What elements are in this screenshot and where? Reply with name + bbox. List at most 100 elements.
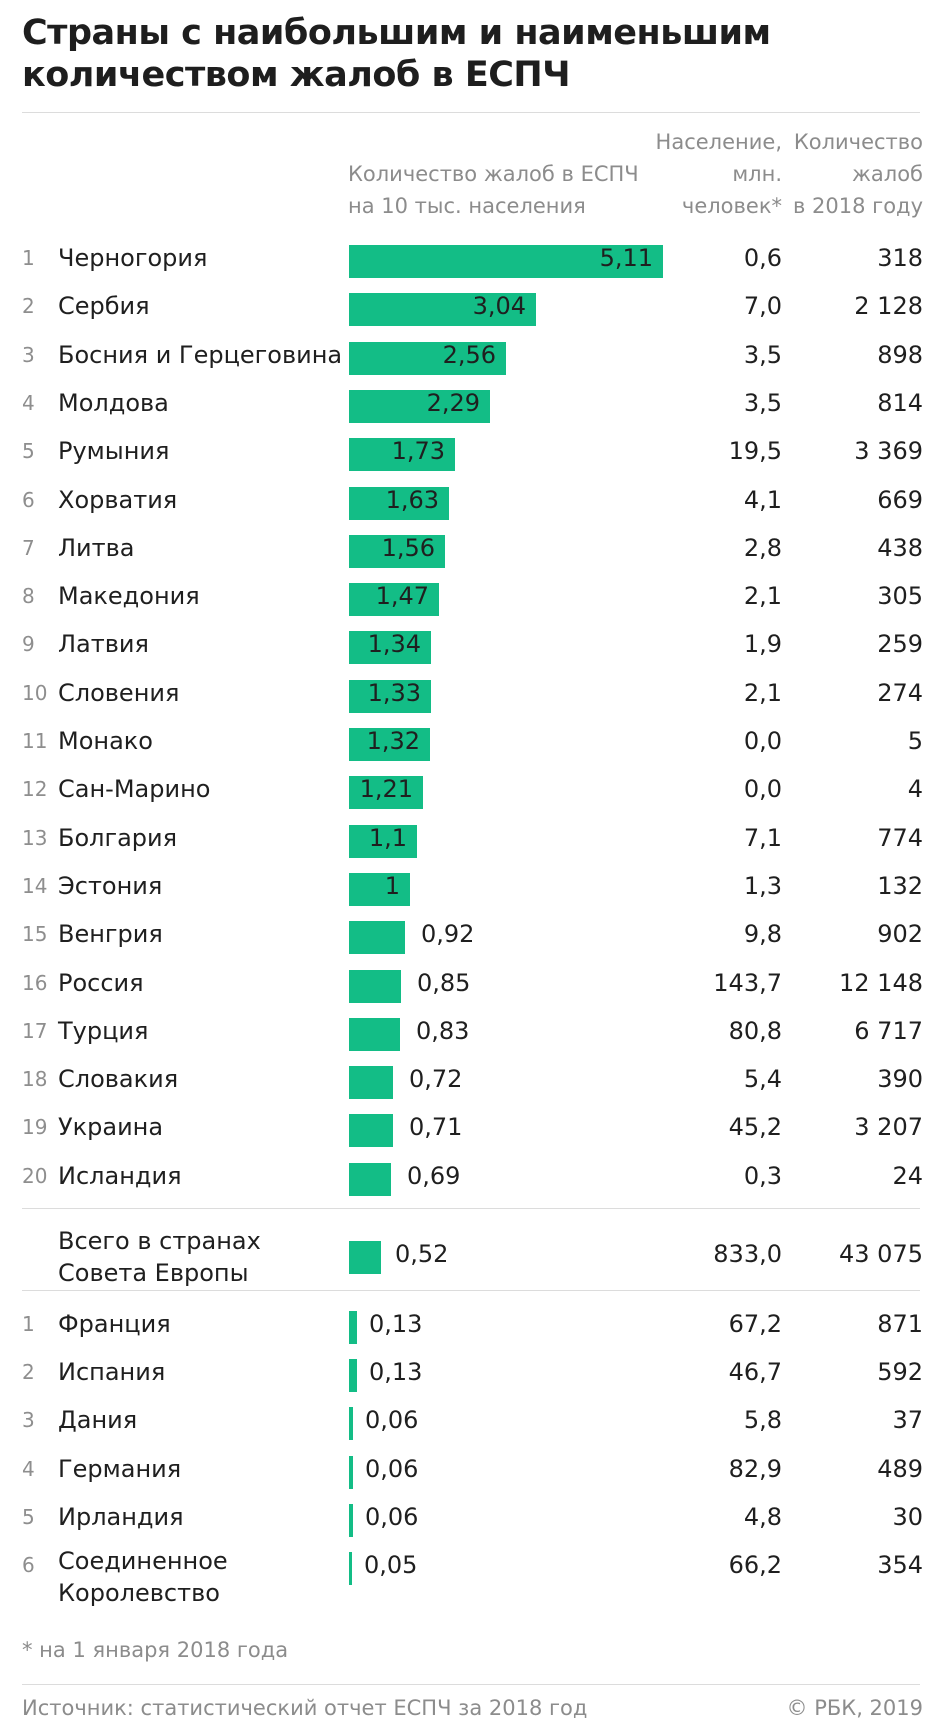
complaints-value: 12 148: [839, 968, 923, 997]
bar-label: 0,92: [421, 920, 475, 949]
rank-number: 3: [22, 342, 35, 367]
rank-number: 1: [22, 1312, 35, 1336]
table-row: 17 Турция 0,83 80,8 6 717: [0, 1011, 945, 1059]
country-name: Македония: [58, 582, 200, 611]
table-row: 2 Испания 0,13 46,7 592: [0, 1352, 945, 1400]
bar-top-15: [349, 921, 405, 955]
rate-header-line-1: Количество жалоб в ЕСПЧ: [348, 162, 639, 186]
country-name: Эстония: [58, 871, 163, 900]
population-value: 80,8: [728, 1016, 782, 1045]
table-row: 1 Черногория 5,11 0,6 318: [0, 238, 945, 286]
bar-top-8: [349, 583, 439, 617]
total-row: Всего в странах Совета Европы 0,52 833,0…: [0, 1224, 945, 1290]
table-row: 6 Хорватия 1,63 4,1 669: [0, 480, 945, 528]
population-value: 1,9: [743, 630, 782, 659]
pop-header-line-3: человек*: [681, 194, 782, 218]
complaints-value: 3 207: [854, 1113, 923, 1142]
country-name: Соединенное Королевство: [58, 1545, 228, 1609]
population-value: 2,1: [743, 582, 782, 611]
country-name-line-1: Соединенное: [58, 1547, 228, 1575]
rank-number: 18: [22, 1067, 48, 1092]
cmp-header-line-3: в 2018 году: [793, 194, 923, 218]
complaints-value: 898: [877, 340, 923, 369]
population-column-header: Население, млн. человек*: [656, 126, 782, 222]
rank-number: 2: [22, 1360, 35, 1385]
complaints-value: 871: [877, 1310, 923, 1338]
complaints-value: 390: [877, 1065, 923, 1094]
bar-label: 3,04: [472, 292, 526, 321]
complaints-value: 669: [877, 485, 923, 514]
bar-label: 0,06: [365, 1454, 419, 1483]
rank-number: 9: [22, 632, 35, 657]
title-line-2: количеством жалоб в ЕСПЧ: [22, 55, 571, 95]
bar-label: 0,83: [416, 1016, 470, 1045]
rank-number: 15: [22, 922, 48, 947]
rank-number: 16: [22, 970, 48, 995]
rank-number: 5: [22, 1504, 35, 1529]
population-value: 5,8: [743, 1406, 782, 1435]
bar-bottom-1: [349, 1311, 357, 1344]
bar-label: 1,56: [381, 533, 435, 562]
population-value: 2,1: [743, 678, 782, 707]
table-row: 16 Россия 0,85 143,7 12 148: [0, 963, 945, 1011]
complaints-value: 814: [877, 388, 923, 417]
pop-header-line-1: Население,: [655, 130, 782, 154]
bar-bottom-2: [349, 1359, 357, 1393]
table-row: 10 Словения 1,33 2,1 274: [0, 673, 945, 721]
country-name: Дания: [58, 1406, 138, 1435]
country-name-line-2: Королевство: [58, 1579, 220, 1607]
bar-label: 0,69: [407, 1161, 461, 1190]
bar-top-17: [349, 1017, 400, 1051]
complaints-value: 5: [907, 727, 923, 755]
complaints-value: 438: [877, 533, 923, 562]
complaints-value: 259: [877, 630, 923, 659]
bar-label: 1,63: [385, 485, 439, 514]
table-row: 8 Македония 1,47 2,1 305: [0, 576, 945, 624]
complaints-value: 354: [877, 1551, 923, 1579]
rank-number: 3: [22, 1408, 35, 1433]
bar-label: 5,11: [599, 244, 653, 272]
bar-bottom-3: [349, 1407, 353, 1441]
country-name: Украина: [58, 1113, 164, 1142]
population-value: 3,5: [743, 388, 782, 417]
rank-number: 8: [22, 584, 35, 609]
table-row: 3 Босния и Герцеговина 2,56 3,5 898: [0, 335, 945, 383]
country-name: Исландия: [58, 1161, 182, 1190]
country-name: Сербия: [58, 292, 150, 321]
complaints-value: 774: [877, 823, 923, 852]
table-row: 3 Дания 0,06 5,8 37: [0, 1400, 945, 1448]
pop-header-line-2: млн.: [732, 162, 782, 186]
complaints-value: 132: [877, 871, 923, 900]
bar-top-19: [349, 1114, 393, 1148]
total-label-line-2: Совета Европы: [58, 1259, 249, 1287]
country-name: Молдова: [58, 388, 169, 417]
rank-number: 17: [22, 1018, 48, 1043]
country-name: Сан-Марино: [58, 775, 211, 804]
bar-total: [349, 1241, 381, 1274]
bar-label: 0,71: [409, 1113, 463, 1142]
country-name: Болгария: [58, 823, 178, 852]
rank-number: 7: [22, 535, 35, 560]
table-row: 4 Германия 0,06 82,9 489: [0, 1449, 945, 1497]
source-note: Источник: статистический отчет ЕСПЧ за 2…: [22, 1696, 588, 1720]
bar-top-6: [349, 486, 449, 520]
table-row: 19 Украина 0,71 45,2 3 207: [0, 1107, 945, 1155]
bar-top-7: [349, 534, 445, 568]
complaints-value: 489: [877, 1454, 923, 1483]
country-name: Словения: [58, 678, 180, 707]
total-complaints: 43 075: [839, 1240, 923, 1268]
bar-top-14: [349, 872, 410, 906]
population-value: 0,6: [743, 244, 782, 272]
population-value: 45,2: [728, 1113, 782, 1142]
bar-label: 1,34: [367, 630, 421, 659]
rank-number: 10: [22, 680, 48, 705]
rank-number: 11: [22, 729, 48, 753]
country-name: Ирландия: [58, 1502, 184, 1531]
population-value: 0,0: [743, 775, 782, 804]
complaints-value: 305: [877, 582, 923, 611]
table-row: 11 Монако 1,32 0,0 5: [0, 721, 945, 769]
total-label: Всего в странах Совета Европы: [58, 1225, 261, 1289]
complaints-value: 37: [892, 1406, 923, 1435]
total-divider-bottom: [22, 1290, 920, 1291]
bar-label: 0,13: [369, 1358, 423, 1387]
